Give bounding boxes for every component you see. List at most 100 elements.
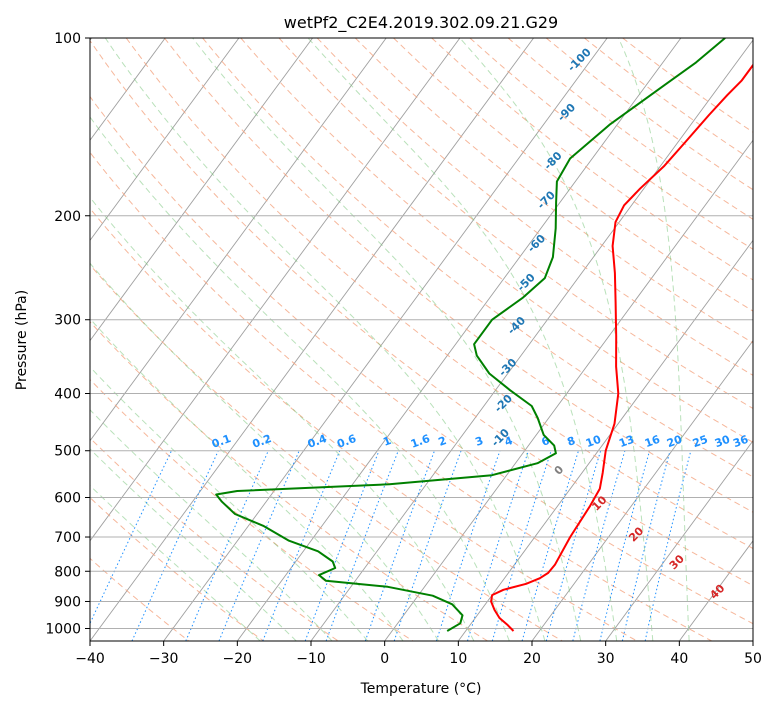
profile-series: [215, 38, 753, 632]
mixing-ratio-label: 6: [540, 434, 552, 449]
dry-adiabat-line: [90, 321, 488, 641]
moist-adiabat-line: [90, 448, 297, 641]
isotherm-line: [90, 38, 166, 142]
isotherm-line: [90, 38, 534, 641]
moist-adiabat-line: [618, 38, 690, 641]
moist-adiabat-line: [90, 196, 475, 641]
mixing-ratio-label: 0.6: [335, 432, 358, 451]
x-axis-ticks: −40 −30 −20 −10 0 10 20 30 40 50: [75, 641, 762, 667]
y-tick-label: 800: [54, 564, 81, 580]
mixing-ratio-label: 10: [584, 433, 603, 451]
isotherm-line: [236, 38, 682, 641]
isotherm-line: [384, 139, 753, 641]
mixing-ratio-label: 3: [473, 434, 485, 449]
y-tick-label: 300: [54, 313, 81, 329]
moist-adiabat-line: [90, 317, 404, 641]
mixing-ratio-label: 0.1: [210, 432, 233, 451]
y-tick-label: 400: [54, 387, 81, 403]
dry-adiabat-line: [202, 38, 753, 478]
isotherm-line: [163, 38, 608, 641]
mixing-ratio-label: 30: [713, 433, 732, 451]
x-tick-label: 0: [380, 651, 389, 667]
dry-adiabat-line: [90, 437, 339, 641]
mixing-ratio-line: [185, 450, 269, 641]
moist-adiabat-line: [307, 38, 618, 641]
x-tick-label: −10: [296, 651, 326, 667]
mixing-ratio-line: [599, 450, 651, 641]
y-axis-ticks: 100 200 300 400 500 600 700 800 900 1000: [45, 31, 90, 637]
mixing-ratio-label: 0.4: [306, 432, 329, 451]
pressure-grid: [90, 38, 753, 629]
mixing-ratio-line: [90, 450, 172, 625]
mixing-ratio-line: [621, 450, 671, 641]
dry-adiabat-label: -30: [496, 356, 519, 379]
dry-adiabat-line: [90, 207, 638, 641]
moist-adiabat-label: 20: [626, 524, 646, 544]
background-reference-lines: [90, 38, 753, 641]
mixing-ratio-label: 4: [503, 434, 515, 449]
isotherm-line: [90, 38, 461, 542]
mixing-ratio-label: 2: [437, 434, 449, 449]
mixing-ratio-label: 36: [731, 433, 750, 451]
x-tick-label: −20: [223, 651, 253, 667]
moist-adiabat-line: [90, 262, 439, 641]
dry-adiabat-line: [125, 38, 753, 550]
mixing-ratio-line: [131, 450, 219, 641]
dry-adiabat-label: -20: [492, 392, 515, 415]
mixing-ratio-line: [644, 450, 692, 641]
mixing-ratio-line: [467, 450, 529, 641]
y-tick-label: 700: [54, 530, 81, 546]
mixing-ratio-label: 8: [565, 434, 577, 449]
isotherm-line: [457, 239, 753, 641]
mixing-ratio-line: [364, 450, 435, 641]
y-tick-label: 100: [54, 31, 81, 47]
moist-adiabat-line: [90, 484, 261, 641]
dry-adiabat-line: [507, 38, 753, 220]
mixing-ratio-label: 1: [381, 434, 393, 449]
chart-title: wetPf2_C2E4.2019.302.09.21.G29: [284, 13, 558, 33]
y-tick-label: 500: [54, 444, 81, 460]
isotherm-line: [90, 38, 240, 242]
moist-adiabat-label: 30: [667, 552, 687, 572]
mixing-ratio-line: [521, 450, 579, 641]
mixing-ratio-line: [545, 450, 602, 641]
dry-adiabat-line: [90, 557, 190, 641]
x-tick-label: 40: [670, 651, 688, 667]
dry-adiabat-line: [90, 39, 753, 587]
mixing-ratio-label: 25: [691, 433, 710, 450]
dry-adiabat-line: [622, 38, 753, 133]
mixing-ratio-line: [435, 450, 501, 641]
x-tick-label: 20: [523, 651, 541, 667]
x-tick-label: −40: [75, 651, 105, 667]
moist-adiabat-line: [90, 366, 369, 641]
dry-adiabat-line: [90, 378, 414, 641]
dry-adiabat-line: [278, 38, 753, 410]
moist-adiabat-line: [459, 38, 654, 641]
plot-frame: [89, 37, 754, 642]
mixing-ratio-line: [572, 450, 626, 641]
isotherm-line: [531, 339, 753, 641]
temperature-profile-line: [490, 63, 753, 632]
dry-adiabat-line: [164, 38, 753, 513]
dry-adiabat-label: -70: [535, 188, 558, 211]
y-tick-label: 1000: [45, 621, 81, 637]
moist-adiabat-line: [192, 38, 582, 641]
x-tick-label: 30: [597, 651, 615, 667]
mixing-ratio-line: [491, 450, 552, 641]
mixing-ratio-label: 16: [643, 433, 662, 451]
moist-adiabat-line: [90, 409, 333, 641]
dry-adiabat-line: [431, 38, 753, 281]
moist-adiabat-line: [104, 38, 546, 641]
mixing-ratio-line: [304, 450, 380, 641]
mixing-ratio-label: 20: [665, 433, 684, 451]
dry-adiabat-line: [545, 38, 753, 191]
dewpoint-profile-line: [215, 38, 726, 632]
y-axis-label: Pressure (hPa): [14, 290, 30, 390]
isotherm-line: [752, 640, 753, 641]
mixing-ratio-line: [393, 450, 462, 641]
dry-adiabat-line: [90, 151, 712, 641]
y-tick-label: 600: [54, 490, 81, 506]
mixing-ratio-line: [325, 450, 399, 641]
x-tick-label: 10: [449, 651, 467, 667]
